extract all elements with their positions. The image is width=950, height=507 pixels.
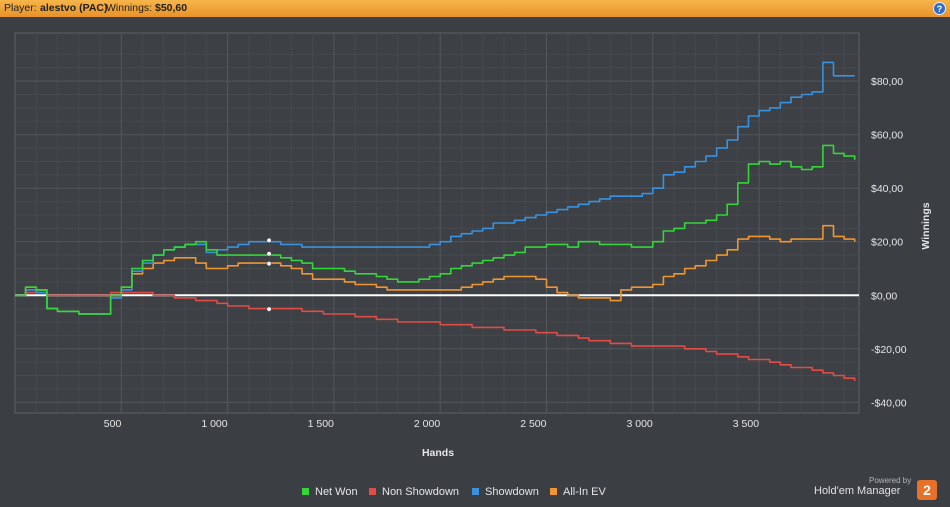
x-tick-label: 2 500 [520, 418, 546, 430]
title-bar: Player: alestvo (PAC) Winnings: $50,60 ? [0, 0, 950, 17]
brand-logo-icon: 2 [917, 480, 937, 500]
brand-name: Hold'em Manager [814, 485, 901, 497]
y-axis-label: Winnings [920, 202, 932, 249]
winnings-chart: 500 1 000 1 500 2 000 2 500 3 000 3 500 $80,00… [14, 32, 932, 459]
y-tick-label: $60,00 [871, 130, 903, 142]
chart-grid [14, 32, 860, 414]
legend-label: Showdown [485, 486, 539, 498]
x-axis-ticks: 500 1 000 1 500 2 000 2 500 3 000 3 500 [104, 418, 759, 430]
y-tick-label: -$20,00 [871, 344, 907, 356]
legend-item-non-showdown[interactable]: Non Showdown [369, 486, 459, 498]
legend-item-all-in-ev[interactable]: All-In EV [550, 486, 606, 498]
series-line-net-won [15, 144, 856, 315]
data-marker [266, 306, 272, 312]
powered-by-text: Powered by [869, 476, 912, 485]
x-tick-label: 3 500 [733, 418, 759, 430]
series-line-non-showdown [15, 291, 856, 381]
winnings-value: $50,60 [155, 2, 188, 14]
player-name: alestvo (PAC) [40, 2, 108, 14]
x-tick-label: 500 [104, 418, 122, 430]
data-marker [266, 237, 272, 243]
legend-swatch [472, 488, 479, 495]
winnings-label: Winnings: [106, 2, 153, 14]
x-tick-label: 1 500 [308, 418, 334, 430]
y-axis-ticks: $80,00 $60,00 $40,00 $20,00 $0,00 -$20,00 -$40… [871, 76, 907, 409]
x-tick-label: 3 000 [627, 418, 653, 430]
legend-swatch [369, 488, 376, 495]
y-tick-label: $80,00 [871, 76, 903, 88]
data-marker [266, 251, 272, 257]
chart-markers [266, 237, 272, 312]
y-tick-label: -$40,00 [871, 397, 907, 409]
chart-legend: Net Won Non Showdown Showdown All-In EV [0, 486, 950, 502]
legend-item-showdown[interactable]: Showdown [472, 486, 539, 498]
help-icon[interactable]: ? [933, 2, 946, 15]
x-axis-label: Hands [422, 447, 454, 459]
x-tick-label: 2 000 [414, 418, 440, 430]
legend-label: All-In EV [563, 486, 606, 498]
legend-label: Non Showdown [382, 486, 460, 498]
player-label: Player: [4, 2, 37, 14]
plot-area [14, 32, 860, 414]
series-line-all-in-ev [15, 224, 856, 315]
chart-series [15, 61, 859, 381]
legend-swatch [550, 488, 557, 495]
y-tick-label: $40,00 [871, 183, 903, 195]
y-tick-label: $0,00 [871, 290, 897, 302]
legend-label: Net Won [315, 486, 358, 498]
x-tick-label: 1 000 [201, 418, 227, 430]
legend-item-net-won[interactable]: Net Won [302, 486, 358, 498]
data-marker [266, 261, 272, 267]
legend-swatch [302, 488, 309, 495]
y-tick-label: $20,00 [871, 237, 903, 249]
